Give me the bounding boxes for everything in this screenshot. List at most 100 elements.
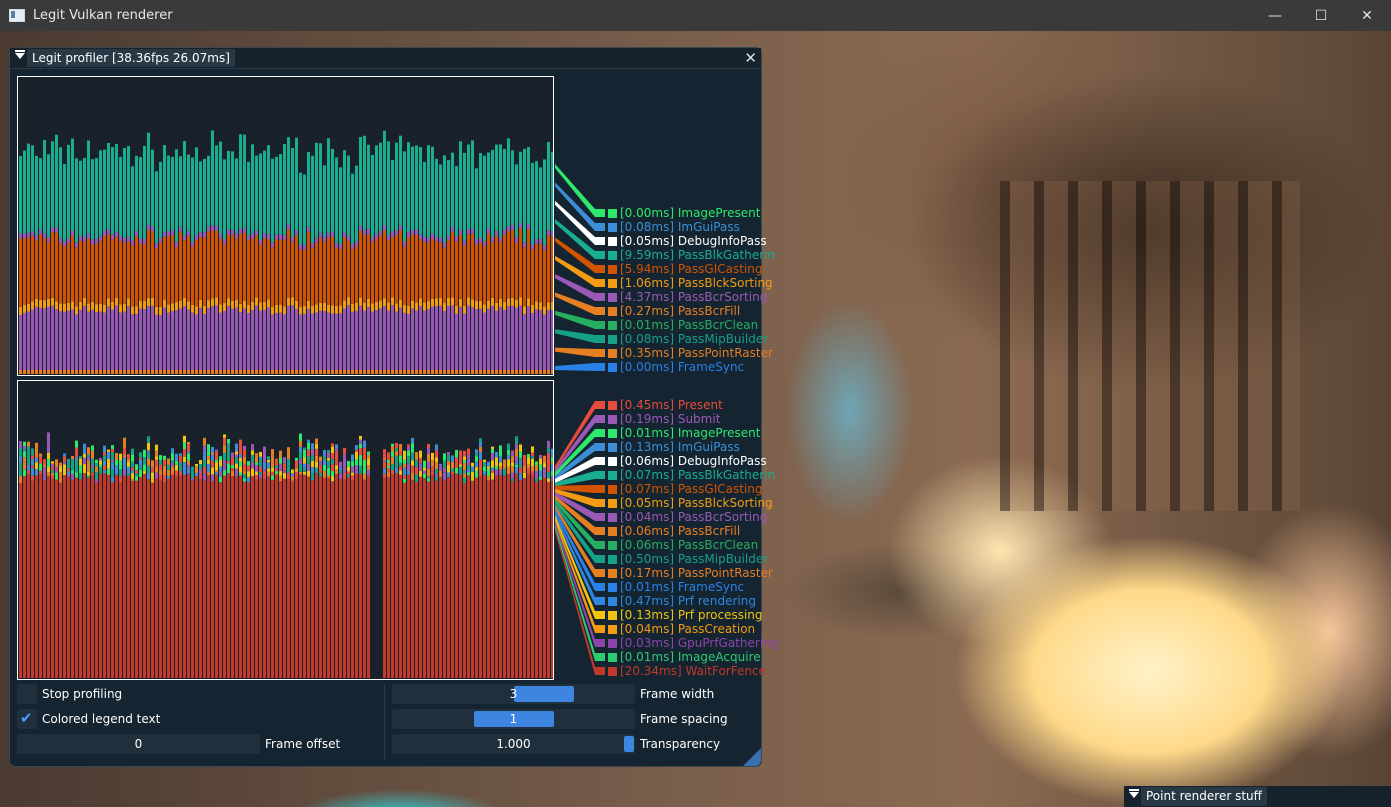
legend-item: [0.19ms] Submit [608,412,778,426]
legend-item: [0.01ms] ImagePresent [608,426,778,440]
gpu-frame-segment [443,479,446,678]
gpu-frame-segment [27,470,30,475]
gpu-frame-segment [91,465,94,468]
stop-profiling-checkbox[interactable] [17,684,37,704]
cpu-frame-segment [271,306,274,315]
cpu-frame-segment [295,137,298,231]
cpu-frame-segment [167,304,170,313]
cpu-frame-segment [139,300,142,309]
gpu-frame-segment [303,463,306,469]
cpu-frame-segment [151,149,154,227]
gpu-frame-segment [419,453,422,458]
cpu-frame-segment [191,312,194,370]
colored-legend-checkbox[interactable] [17,709,37,729]
cpu-frame-segment [355,370,358,374]
cpu-frame-segment [331,313,334,370]
gpu-frame-segment [35,453,38,458]
frame-offset-input[interactable]: 0 [17,734,260,754]
cpu-frame-segment [439,242,442,298]
cpu-frame-segment [323,370,326,374]
cpu-frame-segment [95,243,98,305]
gpu-frame-segment [199,459,202,465]
cpu-frame-segment [123,147,126,238]
cpu-frame-segment [139,243,142,301]
frame-width-slider[interactable]: 3 [392,684,635,704]
gpu-frame-segment [91,467,94,473]
cpu-frame-segment [515,307,518,370]
gpu-frame-segment [159,474,162,481]
gpu-frame-segment [243,456,246,464]
frame-spacing-slider[interactable]: 1 [392,709,635,729]
legend-swatch [608,568,617,578]
cpu-frame-segment [87,370,90,374]
cpu-frame-segment [307,226,310,232]
gpu-frame-segment [87,447,90,455]
cpu-frame-segment [479,370,482,374]
cpu-frame-segment [379,300,382,309]
gpu-frame-segment [427,468,430,477]
cpu-frame-segment [79,301,82,310]
gpu-frame-segment [351,466,354,473]
gpu-frame-segment [39,456,42,464]
frame-width-grab[interactable] [514,686,574,702]
gpu-frame-segment [355,473,358,678]
cpu-frame-segment [147,224,150,230]
minimize-button[interactable]: — [1268,7,1282,24]
gpu-frame-segment [107,449,110,452]
gpu-frame-segment [391,474,394,678]
cpu-frame-segment [51,232,54,298]
cpu-frame-segment [227,370,230,374]
cpu-frame-segment [143,370,146,374]
cpu-frame-segment [283,314,286,370]
cpu-frame-segment [175,310,178,370]
profiler-close-button[interactable]: ✕ [744,49,757,67]
gpu-frame-segment [339,473,342,480]
cpu-frame-segment [359,297,362,306]
expand-arrow-icon[interactable] [1129,789,1139,798]
gpu-frame-segment [359,443,362,449]
legend-label: [0.07ms] PassGICasting [620,482,763,496]
cpu-frame-segment [135,314,138,370]
resize-grip-icon[interactable] [743,748,761,766]
gpu-frame-segment [119,472,122,477]
transparency-grab[interactable] [624,736,634,752]
gpu-frame-segment [179,453,182,456]
gpu-frame-segment [391,446,394,452]
frame-spacing-grab[interactable] [474,711,554,727]
gpu-frame-segment [83,473,86,678]
transparency-slider[interactable]: 1.000 [392,734,635,754]
cpu-frame-segment [111,309,114,370]
profiler-window[interactable]: Legit profiler [38.36fps 26.07ms] ✕ [0.0… [9,47,778,767]
cpu-frame-segment [503,301,506,310]
gpu-frame-segment [363,467,366,474]
gpu-frame-segment [475,453,478,457]
legend-item: [0.06ms] DebugInfoPass [608,454,778,468]
close-window-button[interactable]: ✕ [1361,7,1373,24]
legend-swatch [608,278,617,288]
legend-connector [555,429,605,477]
cpu-frame-segment [399,370,402,374]
maximize-button[interactable]: ☐ [1314,7,1328,24]
cpu-frame-segment [435,298,438,307]
gpu-frame-segment [447,452,450,456]
cpu-frame-segment [91,159,94,240]
cpu-frame-segment [167,312,170,370]
gpu-frame-segment [167,475,170,479]
cpu-frame-segment [259,370,262,374]
gpu-frame-segment [299,452,302,460]
gpu-frame-segment [187,473,190,678]
cpu-frame-segment [87,140,90,234]
cpu-frame-segment [527,370,530,374]
gpu-frame-segment [139,452,142,458]
cpu-frame-segment [319,310,322,370]
cpu-frame-segment [475,309,478,370]
gpu-frame-segment [219,482,222,678]
collapse-arrow-icon[interactable] [15,50,25,59]
gpu-frame-segment [75,440,78,448]
gpu-frame-segment [351,480,354,678]
profiler-titlebar[interactable]: Legit profiler [38.36fps 26.07ms] ✕ [10,48,761,69]
cpu-frame-segment [495,370,498,374]
legend-swatch [608,582,617,592]
cpu-frame-segment [203,232,206,238]
point-renderer-window[interactable]: Point renderer stuff [1124,786,1391,807]
